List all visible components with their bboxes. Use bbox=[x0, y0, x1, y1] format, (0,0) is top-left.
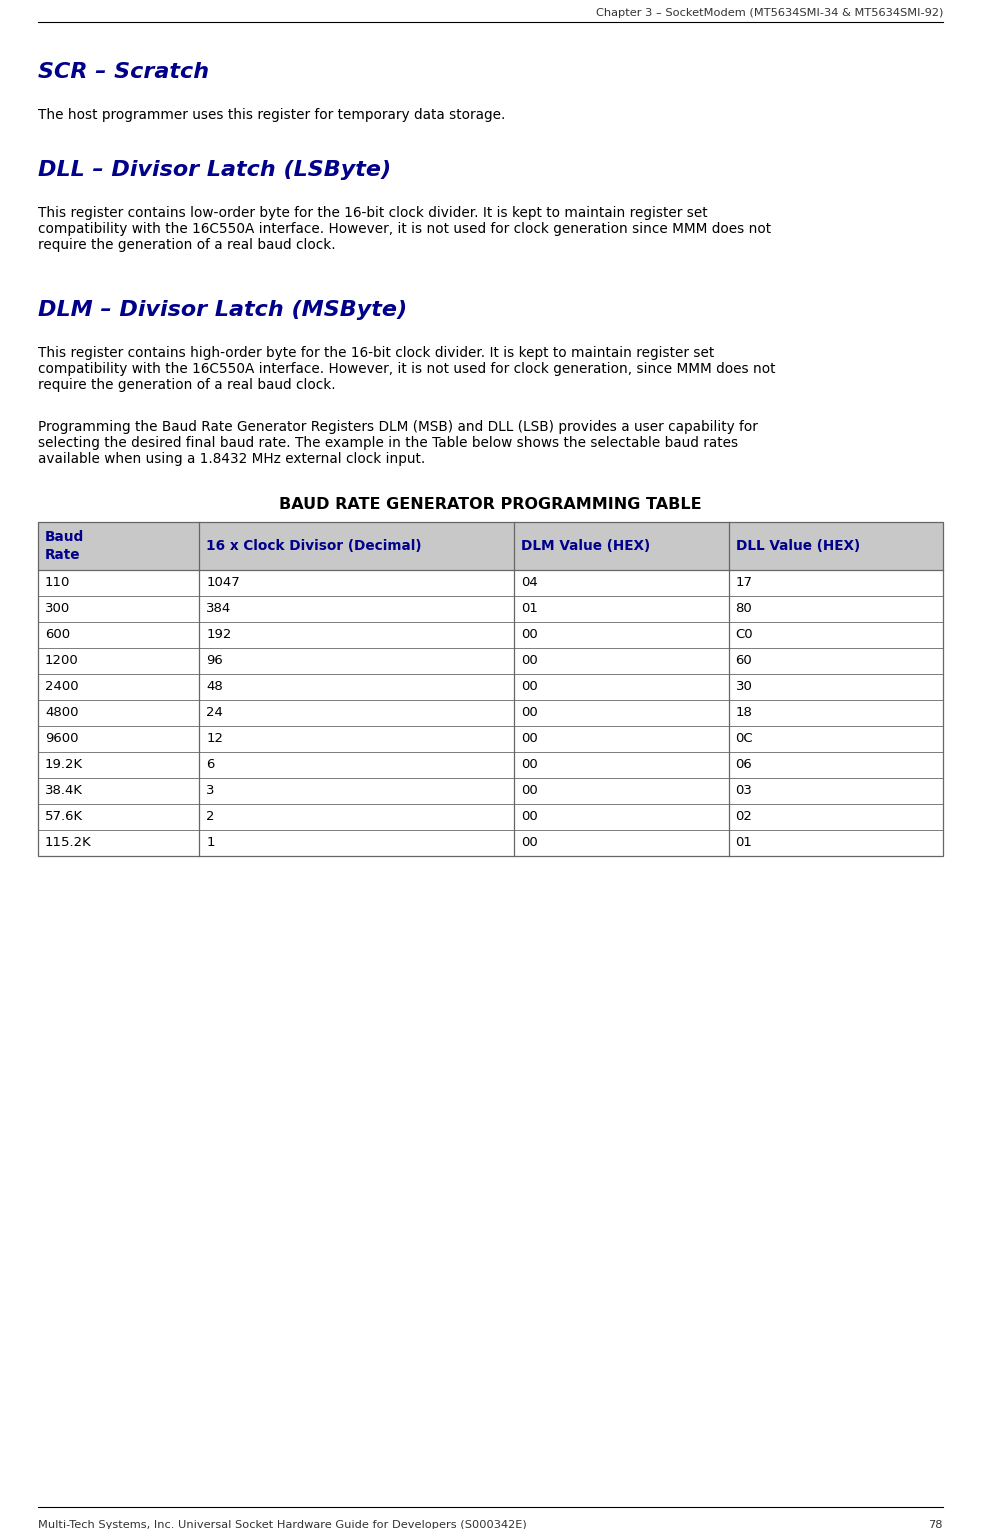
Text: 60: 60 bbox=[736, 654, 752, 668]
Text: Baud
Rate: Baud Rate bbox=[45, 531, 84, 561]
Text: DLL Value (HEX): DLL Value (HEX) bbox=[736, 540, 859, 553]
Text: 03: 03 bbox=[736, 784, 752, 798]
Text: 48: 48 bbox=[206, 680, 223, 694]
Text: 57.6K: 57.6K bbox=[45, 810, 83, 824]
Text: 00: 00 bbox=[521, 784, 538, 798]
Text: 600: 600 bbox=[45, 628, 70, 642]
Text: 96: 96 bbox=[206, 654, 223, 668]
Text: 30: 30 bbox=[736, 680, 752, 694]
Text: DLL – Divisor Latch (LSByte): DLL – Divisor Latch (LSByte) bbox=[38, 161, 391, 180]
Text: The host programmer uses this register for temporary data storage.: The host programmer uses this register f… bbox=[38, 109, 505, 122]
Text: 1047: 1047 bbox=[206, 576, 239, 590]
Text: 00: 00 bbox=[521, 706, 538, 720]
Text: 78: 78 bbox=[928, 1520, 943, 1529]
Text: 19.2K: 19.2K bbox=[45, 758, 83, 772]
Text: Multi-Tech Systems, Inc. Universal Socket Hardware Guide for Developers (S000342: Multi-Tech Systems, Inc. Universal Socke… bbox=[38, 1520, 527, 1529]
Text: 00: 00 bbox=[521, 732, 538, 746]
Text: 17: 17 bbox=[736, 576, 752, 590]
Text: C0: C0 bbox=[736, 628, 753, 642]
Text: 16 x Clock Divisor (Decimal): 16 x Clock Divisor (Decimal) bbox=[206, 540, 422, 553]
Text: 01: 01 bbox=[521, 602, 538, 616]
Text: This register contains low-order byte for the 16-bit clock divider. It is kept t: This register contains low-order byte fo… bbox=[38, 206, 771, 252]
Text: 18: 18 bbox=[736, 706, 752, 720]
Text: 12: 12 bbox=[206, 732, 223, 746]
Text: 9600: 9600 bbox=[45, 732, 78, 746]
Text: 00: 00 bbox=[521, 654, 538, 668]
Bar bbox=[38, 521, 943, 570]
Text: 00: 00 bbox=[521, 680, 538, 694]
Text: 1200: 1200 bbox=[45, 654, 78, 668]
Text: 1: 1 bbox=[206, 836, 215, 850]
Text: 3: 3 bbox=[206, 784, 215, 798]
Text: Programming the Baud Rate Generator Registers DLM (MSB) and DLL (LSB) provides a: Programming the Baud Rate Generator Regi… bbox=[38, 420, 758, 466]
Text: 24: 24 bbox=[206, 706, 223, 720]
Text: 00: 00 bbox=[521, 758, 538, 772]
Text: 300: 300 bbox=[45, 602, 71, 616]
Text: 01: 01 bbox=[736, 836, 752, 850]
Text: 00: 00 bbox=[521, 810, 538, 824]
Text: 04: 04 bbox=[521, 576, 538, 590]
Text: 384: 384 bbox=[206, 602, 232, 616]
Text: 6: 6 bbox=[206, 758, 215, 772]
Text: This register contains high-order byte for the 16-bit clock divider. It is kept : This register contains high-order byte f… bbox=[38, 346, 776, 393]
Text: DLM Value (HEX): DLM Value (HEX) bbox=[521, 540, 650, 553]
Text: 38.4K: 38.4K bbox=[45, 784, 83, 798]
Text: 0C: 0C bbox=[736, 732, 753, 746]
Text: 115.2K: 115.2K bbox=[45, 836, 92, 850]
Text: Chapter 3 – SocketModem (MT5634SMI-34 & MT5634SMI-92): Chapter 3 – SocketModem (MT5634SMI-34 & … bbox=[595, 8, 943, 18]
Bar bbox=[38, 521, 943, 856]
Text: 4800: 4800 bbox=[45, 706, 78, 720]
Text: 2400: 2400 bbox=[45, 680, 78, 694]
Text: 110: 110 bbox=[45, 576, 71, 590]
Text: SCR – Scratch: SCR – Scratch bbox=[38, 63, 209, 83]
Text: 02: 02 bbox=[736, 810, 752, 824]
Text: 00: 00 bbox=[521, 836, 538, 850]
Text: 06: 06 bbox=[736, 758, 752, 772]
Text: 80: 80 bbox=[736, 602, 752, 616]
Text: DLM – Divisor Latch (MSByte): DLM – Divisor Latch (MSByte) bbox=[38, 300, 407, 320]
Text: 2: 2 bbox=[206, 810, 215, 824]
Text: 192: 192 bbox=[206, 628, 232, 642]
Text: 00: 00 bbox=[521, 628, 538, 642]
Text: BAUD RATE GENERATOR PROGRAMMING TABLE: BAUD RATE GENERATOR PROGRAMMING TABLE bbox=[280, 497, 701, 512]
